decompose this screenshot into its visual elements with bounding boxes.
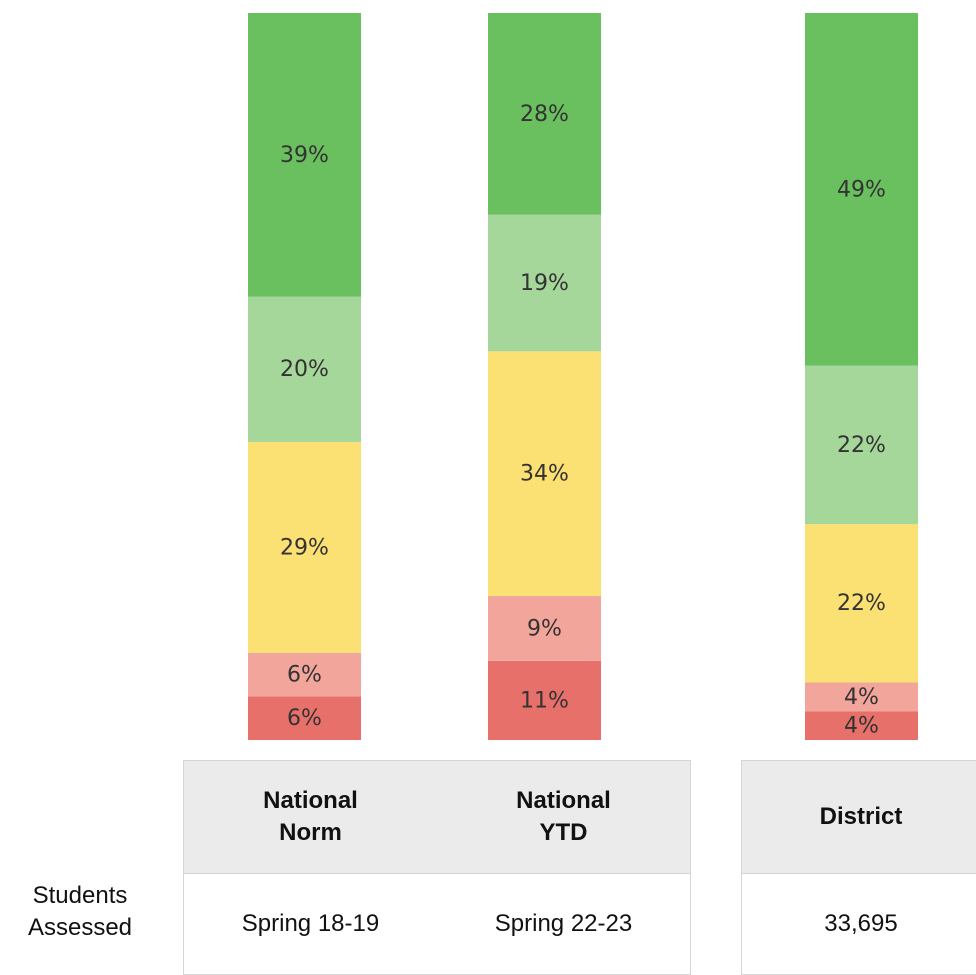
table-col: National YTD Spring 22-23 [437, 761, 690, 974]
header-cell: National YTD [437, 761, 690, 873]
row-label-text: Students Assessed [27, 882, 133, 941]
bar-segment [248, 13, 361, 297]
bar-segment [805, 13, 918, 366]
data-label: 19% [520, 271, 569, 296]
data-label: 22% [837, 591, 886, 616]
table-left: National Norm Spring 18-19 National YTD … [183, 760, 691, 975]
data-label: 9% [527, 616, 562, 641]
bar-segment [488, 596, 601, 661]
data-label: 4% [844, 685, 879, 710]
bar-segment [488, 13, 601, 215]
bar-segment [248, 652, 361, 697]
bar-segment [805, 365, 918, 525]
cell: Spring 22-23 [437, 873, 690, 974]
header-cell: District [742, 761, 976, 873]
bar-segment [248, 441, 361, 653]
bar-segment [805, 682, 918, 712]
table-col: National Norm Spring 18-19 [184, 761, 437, 974]
data-label: 6% [287, 706, 322, 731]
data-label: 11% [520, 688, 569, 713]
data-label: 29% [280, 535, 329, 560]
data-label: 20% [280, 357, 329, 382]
bar-segment [248, 696, 361, 740]
data-label: 4% [844, 714, 879, 739]
data-label: 22% [837, 433, 886, 458]
table-right: District 33,695 [741, 760, 976, 975]
data-label: 49% [837, 177, 886, 202]
bar-segment [488, 214, 601, 352]
data-label: 28% [520, 102, 569, 127]
cell: 33,695 [742, 873, 976, 974]
bar-segment [805, 711, 918, 740]
bar-segment [488, 351, 601, 597]
data-label: 34% [520, 462, 569, 487]
row-label: Students Assessed [0, 880, 160, 944]
header-text: National Norm [263, 787, 358, 846]
bar-segment [488, 660, 601, 740]
bar-segment [805, 524, 918, 683]
header-cell: National Norm [184, 761, 437, 873]
data-label: 39% [280, 143, 329, 168]
cell: Spring 18-19 [184, 873, 437, 974]
bar-segment [248, 296, 361, 442]
table-col: District 33,695 [742, 761, 976, 974]
header-text: District [819, 803, 903, 830]
chart: 6% 6% 29% 20% 39% 11% 9% 34% 19% 28% 4% 4% 22% 22% 49% [248, 13, 918, 740]
data-label: 6% [287, 663, 322, 688]
header-text: National YTD [516, 787, 611, 846]
